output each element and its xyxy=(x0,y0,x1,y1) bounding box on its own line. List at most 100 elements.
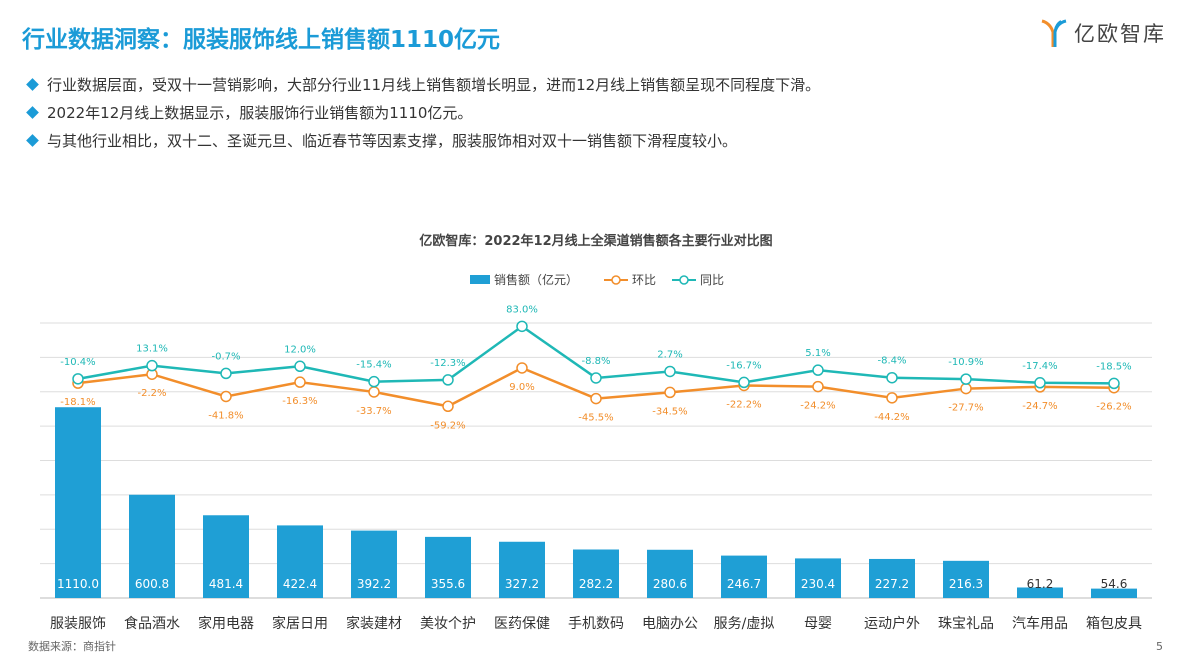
line-value-label: -26.2% xyxy=(1096,402,1131,413)
logo-text: 亿欧智库 xyxy=(1074,22,1166,46)
line-value-label: -34.5% xyxy=(652,406,687,417)
bar-value-label: 422.4 xyxy=(283,577,317,591)
line-marker xyxy=(442,400,454,413)
category-label: 运动户外 xyxy=(864,615,920,632)
bar-value-label: 481.4 xyxy=(209,577,243,591)
line-value-label: -24.2% xyxy=(800,401,835,412)
bar-value-label: 246.7 xyxy=(727,577,761,591)
line-value-label: -18.5% xyxy=(1096,361,1131,372)
bar xyxy=(573,549,619,598)
line-value-label: -16.7% xyxy=(726,360,761,371)
bar-value-label: 392.2 xyxy=(357,577,391,591)
category-label: 服装服饰 xyxy=(50,616,106,632)
bar-value-label: 282.2 xyxy=(579,577,613,591)
page-number: 5 xyxy=(1156,640,1163,653)
line-marker xyxy=(516,362,528,374)
category-label: 母婴 xyxy=(804,616,832,632)
line-marker xyxy=(886,371,898,384)
bar-value-label: 355.6 xyxy=(431,577,465,591)
bar xyxy=(943,560,989,598)
bar xyxy=(869,558,915,598)
line-marker xyxy=(1108,377,1120,390)
bar xyxy=(55,407,101,598)
bar xyxy=(129,494,175,598)
category-label: 珠宝礼品 xyxy=(938,616,994,632)
category-label: 汽车用品 xyxy=(1012,615,1068,632)
bar-value-label: 61.2 xyxy=(1027,577,1054,591)
legend-bar-swatch xyxy=(470,275,490,284)
line-value-label: 2.7% xyxy=(657,349,682,360)
line-marker xyxy=(220,367,232,380)
bar-value-label: 227.2 xyxy=(875,577,909,591)
bullet-item: 行业数据层面，受双十一营销影响，大部分行业11月线上销售额增长明显，进而12月线… xyxy=(26,70,820,98)
line-marker xyxy=(590,372,602,384)
category-label: 美妆个护 xyxy=(420,616,476,632)
category-label: 箱包皮具 xyxy=(1086,616,1142,632)
bar xyxy=(1091,588,1137,598)
bar xyxy=(795,558,841,598)
line-marker xyxy=(146,359,158,372)
bar xyxy=(499,541,545,598)
line-value-label: -10.9% xyxy=(948,357,983,368)
bar xyxy=(277,525,323,598)
line-value-label: 83.0% xyxy=(506,304,538,315)
bar-value-label: 600.8 xyxy=(135,577,169,591)
line-marker xyxy=(812,364,824,376)
bar xyxy=(647,549,693,598)
category-label: 食品酒水 xyxy=(124,615,180,632)
bullet-item: 2022年12月线上数据显示，服装服饰行业销售额为1110亿元。 xyxy=(26,98,820,126)
line-value-label: -27.7% xyxy=(948,403,983,414)
line-marker xyxy=(590,392,602,405)
bar xyxy=(425,536,471,598)
category-label: 家用电器 xyxy=(198,615,254,632)
line-value-label: 12.0% xyxy=(284,344,316,355)
line-marker xyxy=(886,392,898,404)
chart-title: 亿欧智库：2022年12月线上全渠道销售额各主要行业对比图 xyxy=(419,233,772,249)
line-value-label: -12.3% xyxy=(430,358,465,369)
legend-marker xyxy=(679,275,689,285)
category-label: 医药保健 xyxy=(494,616,550,632)
bar-value-label: 216.3 xyxy=(949,577,983,591)
line-value-label: -8.4% xyxy=(877,356,906,367)
line-value-label: 5.1% xyxy=(805,348,830,359)
logo: 亿欧智库 xyxy=(1040,18,1166,48)
legend-label: 环比 xyxy=(632,273,656,287)
bar-value-label: 327.2 xyxy=(505,577,539,591)
bullet-list: 行业数据层面，受双十一营销影响，大部分行业11月线上销售额增长明显，进而12月线… xyxy=(26,70,820,154)
bar xyxy=(351,530,397,598)
line-marker xyxy=(960,382,972,395)
legend-label: 同比 xyxy=(700,273,724,287)
line-value-label: 9.0% xyxy=(509,382,534,393)
line-value-label: -0.7% xyxy=(211,351,240,362)
line-marker xyxy=(664,386,676,399)
line-value-label: 13.1% xyxy=(136,344,168,355)
line-value-label: -24.7% xyxy=(1022,401,1057,412)
line-value-label: -8.8% xyxy=(581,356,610,367)
line-marker xyxy=(442,374,454,386)
line-value-label: -10.4% xyxy=(60,357,95,368)
line-value-label: -45.5% xyxy=(578,413,613,424)
line-value-label: -22.2% xyxy=(726,399,761,410)
line-value-label: -44.2% xyxy=(874,412,909,423)
line-marker xyxy=(812,380,824,393)
source-note: 数据来源：商指针 xyxy=(28,640,116,653)
line-value-label: -18.1% xyxy=(60,397,95,408)
line-value-label: -16.3% xyxy=(282,396,317,407)
line-marker xyxy=(516,320,528,333)
bar-value-label: 280.6 xyxy=(653,577,687,591)
bullet-item: 与其他行业相比，双十二、圣诞元旦、临近春节等因素支撑，服装服饰相对双十一销售额下… xyxy=(26,126,820,154)
line-value-label: -15.4% xyxy=(356,360,391,371)
bar xyxy=(203,515,249,598)
line-marker xyxy=(960,373,972,385)
category-label: 家装建材 xyxy=(346,615,402,632)
page-title: 行业数据洞察：服装服饰线上销售额1110亿元 xyxy=(22,27,501,53)
line-marker xyxy=(738,376,750,389)
line-marker xyxy=(294,360,306,373)
logo-icon xyxy=(1041,19,1067,47)
line-marker xyxy=(368,386,380,398)
line-value-label: -33.7% xyxy=(356,406,391,417)
category-label: 电脑办公 xyxy=(642,616,698,632)
line-marker xyxy=(368,375,380,388)
line-marker xyxy=(220,390,232,403)
